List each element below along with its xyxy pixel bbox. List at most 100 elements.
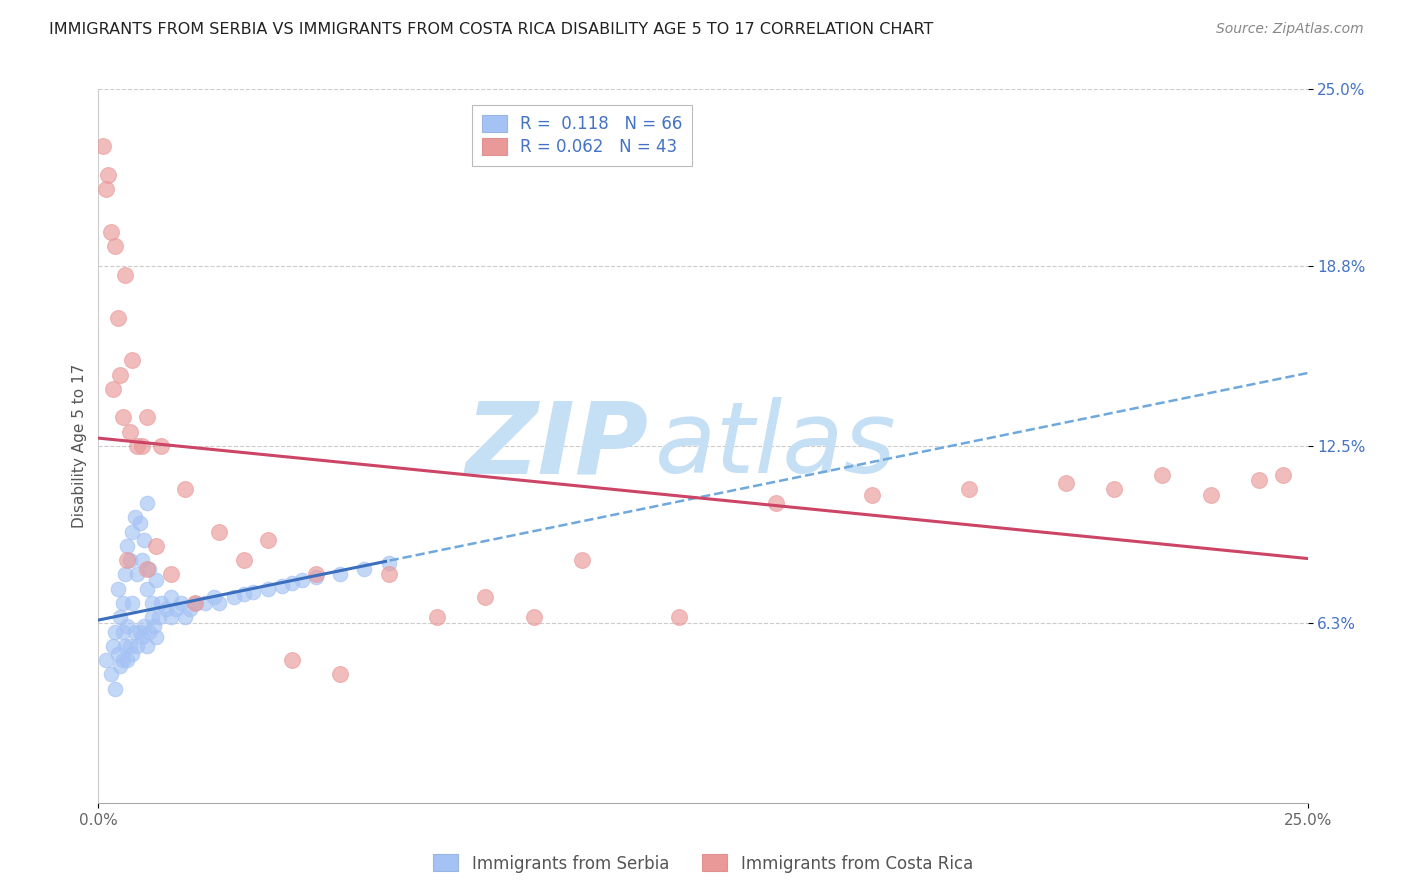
Point — [134, 533, 156, 548]
Point — [256, 582, 278, 596]
Point — [1199, 487, 1222, 501]
Point — [426, 610, 449, 624]
Point — [94, 182, 117, 196]
Point — [145, 573, 167, 587]
Point — [329, 567, 352, 582]
Point — [169, 596, 191, 610]
Point — [138, 562, 160, 576]
Point — [134, 619, 156, 633]
Point — [141, 610, 163, 624]
Point — [131, 439, 153, 453]
Point — [97, 168, 120, 182]
Point — [117, 553, 139, 567]
Point — [1102, 482, 1125, 496]
Point — [165, 601, 187, 615]
Point — [377, 556, 399, 570]
Point — [155, 601, 177, 615]
Point — [150, 596, 173, 610]
Point — [242, 584, 264, 599]
Point — [305, 570, 328, 584]
Point — [271, 579, 294, 593]
Point — [141, 596, 163, 610]
Point — [127, 567, 149, 582]
Point — [127, 439, 149, 453]
Point — [1272, 467, 1295, 482]
Point — [208, 596, 231, 610]
Point — [100, 225, 122, 239]
Point — [135, 562, 157, 576]
Legend: Immigrants from Serbia, Immigrants from Costa Rica: Immigrants from Serbia, Immigrants from … — [426, 847, 980, 880]
Point — [104, 239, 127, 253]
Point — [860, 487, 883, 501]
Text: IMMIGRANTS FROM SERBIA VS IMMIGRANTS FROM COSTA RICA DISABILITY AGE 5 TO 17 CORR: IMMIGRANTS FROM SERBIA VS IMMIGRANTS FRO… — [49, 22, 934, 37]
Point — [117, 653, 139, 667]
Point — [91, 139, 114, 153]
Point — [174, 610, 197, 624]
Point — [117, 539, 139, 553]
Point — [290, 573, 312, 587]
Y-axis label: Disability Age 5 to 17: Disability Age 5 to 17 — [72, 364, 87, 528]
Point — [174, 482, 197, 496]
Point — [121, 353, 143, 368]
Point — [114, 567, 136, 582]
Point — [232, 553, 254, 567]
Point — [127, 639, 149, 653]
Point — [353, 562, 375, 576]
Point — [474, 591, 496, 605]
Point — [143, 619, 166, 633]
Point — [128, 624, 150, 639]
Point — [135, 582, 157, 596]
Point — [101, 639, 124, 653]
Point — [108, 658, 131, 673]
Point — [104, 681, 127, 696]
Point — [160, 591, 183, 605]
Point — [111, 624, 134, 639]
Point — [118, 639, 141, 653]
Point — [114, 268, 136, 282]
Point — [107, 310, 129, 325]
Point — [118, 425, 141, 439]
Point — [148, 610, 170, 624]
Point — [1054, 476, 1077, 491]
Point — [668, 610, 690, 624]
Point — [160, 567, 183, 582]
Point — [160, 610, 183, 624]
Point — [256, 533, 278, 548]
Point — [124, 510, 146, 524]
Text: atlas: atlas — [655, 398, 896, 494]
Point — [128, 516, 150, 530]
Point — [94, 653, 117, 667]
Point — [114, 639, 136, 653]
Point — [571, 553, 593, 567]
Point — [194, 596, 217, 610]
Point — [124, 624, 146, 639]
Point — [1249, 473, 1271, 487]
Point — [111, 410, 134, 425]
Point — [145, 539, 167, 553]
Point — [150, 439, 173, 453]
Point — [108, 368, 131, 382]
Point — [100, 667, 122, 681]
Point — [184, 596, 207, 610]
Point — [179, 601, 201, 615]
Point — [121, 524, 143, 539]
Point — [107, 648, 129, 662]
Point — [131, 630, 153, 644]
Point — [117, 619, 139, 633]
Point — [104, 624, 127, 639]
Point — [208, 524, 231, 539]
Point — [121, 596, 143, 610]
Point — [329, 667, 352, 681]
Point — [101, 382, 124, 396]
Point — [107, 582, 129, 596]
Point — [204, 591, 226, 605]
Point — [118, 553, 141, 567]
Point — [523, 610, 546, 624]
Point — [135, 410, 157, 425]
Point — [138, 624, 160, 639]
Text: Source: ZipAtlas.com: Source: ZipAtlas.com — [1216, 22, 1364, 37]
Point — [111, 596, 134, 610]
Point — [765, 496, 787, 510]
Text: ZIP: ZIP — [465, 398, 648, 494]
Point — [121, 648, 143, 662]
